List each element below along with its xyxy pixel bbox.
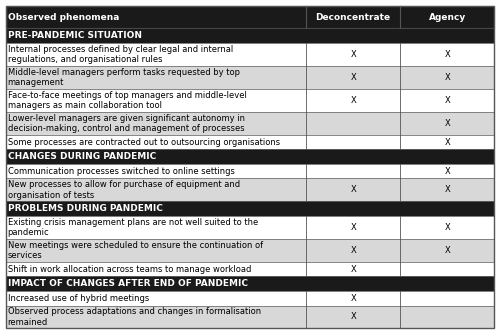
Text: X: X bbox=[350, 50, 356, 59]
Text: X: X bbox=[444, 167, 450, 176]
Bar bbox=[6, 306, 494, 328]
Text: X: X bbox=[444, 223, 450, 232]
Text: X: X bbox=[444, 185, 450, 194]
Bar bbox=[6, 43, 494, 66]
Text: Communication processes switched to online settings: Communication processes switched to onli… bbox=[8, 167, 234, 176]
Text: PROBLEMS DURING PANDEMIC: PROBLEMS DURING PANDEMIC bbox=[8, 204, 162, 213]
Text: Existing crisis management plans are not well suited to the
pandemic: Existing crisis management plans are not… bbox=[8, 218, 258, 237]
Text: X: X bbox=[350, 294, 356, 303]
Text: Observed process adaptations and changes in formalisation
remained: Observed process adaptations and changes… bbox=[8, 307, 260, 327]
Bar bbox=[6, 216, 494, 239]
Text: X: X bbox=[350, 246, 356, 255]
Text: X: X bbox=[350, 313, 356, 322]
Bar bbox=[6, 112, 494, 135]
Text: X: X bbox=[444, 96, 450, 105]
Text: Lower-level managers are given significant autonomy in
decision-making, control : Lower-level managers are given significa… bbox=[8, 114, 244, 133]
Text: X: X bbox=[444, 50, 450, 59]
Text: New meetings were scheduled to ensure the continuation of
services: New meetings were scheduled to ensure th… bbox=[8, 240, 262, 260]
Bar bbox=[6, 89, 494, 112]
Text: Deconcentrate: Deconcentrate bbox=[316, 12, 390, 21]
Text: Agency: Agency bbox=[428, 12, 466, 21]
Bar bbox=[6, 164, 494, 178]
Text: Middle-level managers perform tasks requested by top
management: Middle-level managers perform tasks requ… bbox=[8, 68, 239, 87]
Text: Internal processes defined by clear legal and internal
regulations, and organisa: Internal processes defined by clear lega… bbox=[8, 45, 233, 64]
Text: X: X bbox=[350, 185, 356, 194]
Text: X: X bbox=[350, 265, 356, 274]
Text: X: X bbox=[444, 119, 450, 128]
Bar bbox=[6, 262, 494, 276]
Text: X: X bbox=[350, 73, 356, 82]
Bar bbox=[6, 201, 494, 216]
Text: X: X bbox=[444, 138, 450, 147]
Text: X: X bbox=[350, 223, 356, 232]
Text: CHANGES DURING PANDEMIC: CHANGES DURING PANDEMIC bbox=[8, 152, 156, 161]
Bar bbox=[6, 239, 494, 262]
Bar bbox=[6, 149, 494, 164]
Text: Observed phenomena: Observed phenomena bbox=[8, 12, 119, 21]
Text: Increased use of hybrid meetings: Increased use of hybrid meetings bbox=[8, 294, 149, 303]
Text: PRE-PANDEMIC SITUATION: PRE-PANDEMIC SITUATION bbox=[8, 31, 141, 40]
Text: IMPACT OF CHANGES AFTER END OF PANDEMIC: IMPACT OF CHANGES AFTER END OF PANDEMIC bbox=[8, 279, 248, 288]
Text: X: X bbox=[350, 96, 356, 105]
Bar bbox=[6, 6, 494, 28]
Bar bbox=[6, 178, 494, 201]
Bar bbox=[6, 135, 494, 149]
Bar bbox=[6, 291, 494, 306]
Text: New processes to allow for purchase of equipment and
organisation of tests: New processes to allow for purchase of e… bbox=[8, 180, 239, 200]
Text: Some processes are contracted out to outsourcing organisations: Some processes are contracted out to out… bbox=[8, 138, 280, 147]
Bar bbox=[6, 28, 494, 43]
Text: Face-to-face meetings of top managers and middle-level
managers as main collabor: Face-to-face meetings of top managers an… bbox=[8, 91, 246, 110]
Text: Shift in work allocation across teams to manage workload: Shift in work allocation across teams to… bbox=[8, 265, 251, 274]
Bar bbox=[6, 66, 494, 89]
Bar bbox=[6, 276, 494, 291]
Text: X: X bbox=[444, 246, 450, 255]
Text: X: X bbox=[444, 73, 450, 82]
